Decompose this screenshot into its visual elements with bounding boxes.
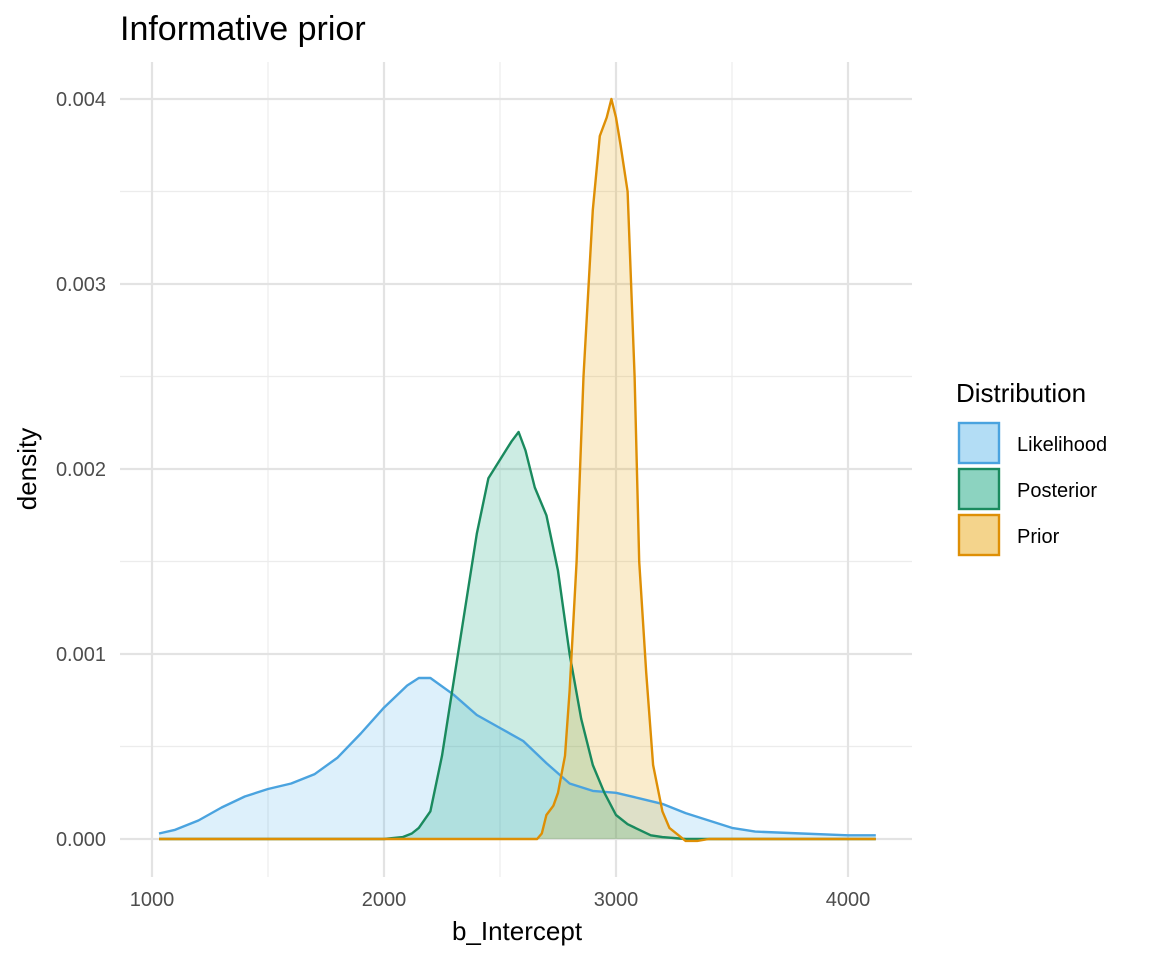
legend-title: Distribution: [956, 378, 1086, 408]
posterior-area: [159, 432, 876, 839]
y-tick-label: 0.001: [56, 644, 106, 666]
density-areas: [159, 99, 876, 841]
x-tick-label: 3000: [594, 889, 639, 911]
y-axis-label: density: [12, 428, 42, 510]
prior-line: [159, 97, 876, 843]
y-tick-label: 0.003: [56, 274, 106, 296]
x-tick-label: 2000: [362, 889, 407, 911]
x-axis-ticks: 1000 2000 3000 4000: [130, 889, 871, 911]
y-tick-label: 0.002: [56, 459, 106, 481]
y-axis-ticks: 0.000 0.001 0.002 0.003 0.004: [56, 89, 106, 851]
density-lines: [158, 97, 876, 843]
legend-key-posterior: [957, 467, 1001, 511]
legend-label-prior: Prior: [1017, 526, 1060, 548]
x-axis-label: b_Intercept: [452, 916, 583, 946]
legend-key-likelihood: [957, 421, 1001, 465]
likelihood-area: [159, 678, 876, 839]
posterior-line: [159, 430, 876, 841]
chart-title: Informative prior: [120, 10, 366, 48]
legend-label-posterior: Posterior: [1017, 480, 1097, 502]
legend: Distribution Likelihood Posterior Prior: [956, 378, 1107, 557]
y-tick-label: 0.000: [56, 829, 106, 851]
likelihood-line: [158, 676, 876, 837]
x-tick-label: 4000: [826, 889, 871, 911]
y-tick-label: 0.004: [56, 89, 106, 111]
legend-key-prior: [957, 513, 1001, 557]
legend-label-likelihood: Likelihood: [1017, 434, 1107, 456]
x-tick-label: 1000: [130, 889, 175, 911]
